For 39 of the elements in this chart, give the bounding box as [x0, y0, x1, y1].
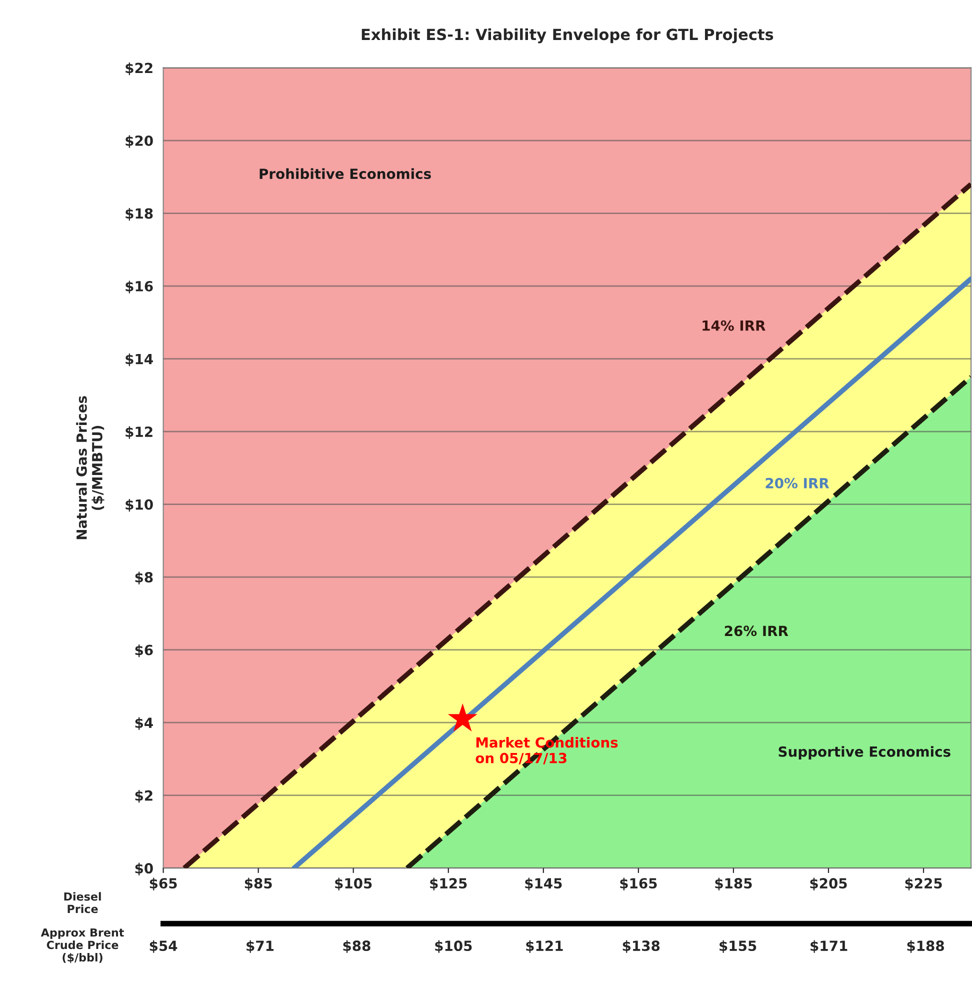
y-tick-label: $8 [135, 572, 153, 584]
annotation: Prohibitive Economics [260, 168, 431, 180]
series-label: 14% IRR [702, 320, 766, 331]
y-axis-title: Natural Gas Prices ($/MMBTU) [76, 396, 104, 540]
x-tick-label: $125 [430, 878, 467, 890]
y-tick-label: $2 [135, 790, 152, 803]
y-tick-label: $4 [135, 717, 153, 730]
x-tick-label: $85 [244, 878, 272, 890]
y-tick-label: $20 [126, 135, 153, 148]
series-label: 20% IRR [766, 478, 830, 488]
y-tick-label: $12 [126, 426, 152, 439]
x2-tick-label: $54 [150, 940, 178, 953]
x2-tick-label: $155 [720, 940, 756, 953]
x2-tick-label: $105 [435, 940, 472, 953]
y-tick-label: $14 [126, 354, 153, 366]
chart-title: Exhibit ES-1: Viability Envelope for GTL Projects [362, 28, 774, 44]
x-tick-label: $185 [715, 878, 752, 890]
series-label: 26% IRR [724, 626, 788, 636]
x2-tick-label: $171 [810, 940, 848, 953]
x2-tick-label: $71 [246, 940, 274, 953]
x-tick-label: $165 [620, 878, 657, 890]
x-tick-label: $205 [810, 878, 847, 890]
x2-tick-label: $138 [622, 940, 660, 953]
y-tick-label: $16 [126, 280, 153, 294]
y-tick-label: $6 [135, 644, 153, 658]
y-tick-label: $18 [126, 208, 153, 221]
y-tick-label: $0 [135, 862, 153, 876]
x2-tick-label: $121 [526, 940, 563, 953]
x-tick-label: $225 [905, 878, 942, 890]
x2-axis-title: Approx Brent Crude Price ($/bbl) [40, 928, 124, 964]
annotation: Supportive Economics [778, 746, 950, 760]
y-tick-label: $10 [126, 499, 153, 512]
x2-tick-label: $88 [343, 940, 370, 953]
x-axis-title: Diesel Price [64, 892, 101, 914]
x-tick-label: $65 [150, 878, 177, 890]
x-tick-label: $145 [525, 878, 562, 890]
x-tick-label: $105 [335, 878, 372, 890]
y-tick-label: $22 [126, 62, 152, 76]
x2-tick-label: $188 [907, 940, 944, 953]
